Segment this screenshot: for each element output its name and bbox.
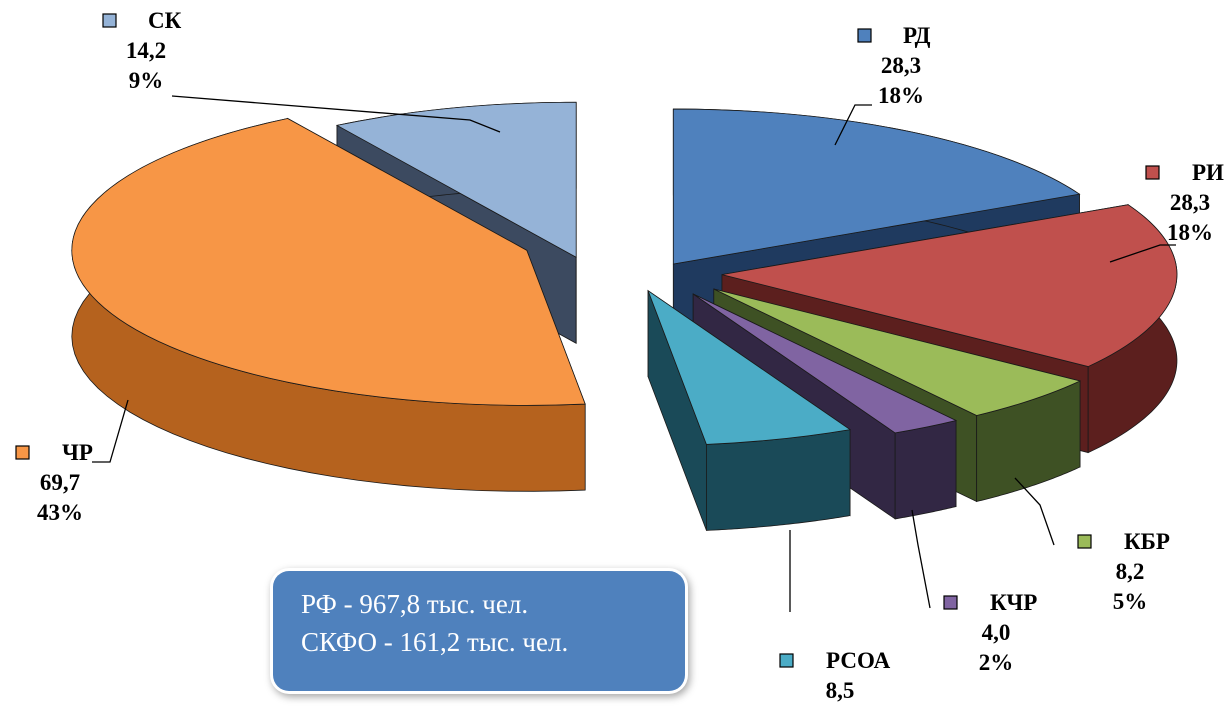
legend-marker-РИ [1145,165,1160,180]
slice-РСОА [647,289,852,531]
label-СК: СК 14,2 9% [102,8,182,93]
legend-marker-СК [102,13,117,28]
slice-value-label: 28,3 [881,53,921,78]
legend-marker-РСОА [779,653,794,668]
slice-value-label: 69,7 [40,470,80,495]
slice-name-label: КБР [1124,529,1170,554]
slice-percent-label: 18% [878,83,924,108]
slice-value-label: 28,3 [1170,190,1210,215]
leader-line-КБР [1014,477,1055,546]
label-ЧР: ЧР 69,7 43% [15,440,93,525]
legend-marker-ЧР [15,445,30,460]
slice-name-label: СК [148,8,182,33]
leader-line-ЧР [92,399,129,463]
note-line-skfo: СКФО - 161,2 тыс. чел. [301,627,569,657]
slice-ЧР [71,117,586,492]
leader-line-РД [834,104,872,146]
label-РД: РД 28,3 18% [857,23,931,108]
population-note-box: РФ - 967,8 тыс. чел. СКФО - 161,2 тыс. ч… [273,571,685,691]
slice-percent-label: 5% [1113,589,1148,614]
slice-percent-label: 18% [1167,220,1213,245]
slice-value-label: 4,0 [982,620,1011,645]
slice-top-ЧР [71,118,586,406]
slice-value-label: 8,5 [826,678,855,703]
label-КБР: КБР 8,2 5% [1077,529,1170,614]
label-РИ: РИ 28,3 18% [1145,160,1224,245]
slice-labels: РД 28,3 18% РИ 28,3 18% КБР 8,2 5% КЧР 4,0 2% РСОА 8,… [15,8,1224,703]
label-КЧР: КЧР 4,0 2% [943,590,1037,675]
slice-percent-label: 9% [129,68,164,93]
legend-marker-КБР [1077,534,1092,549]
legend-marker-РД [857,28,872,43]
leader-line-КЧР [911,509,931,609]
leader-line-РИ [1109,244,1176,263]
slice-name-label: ЧР [62,440,93,465]
slice-rim-КЧР [894,420,957,520]
slice-top-РД [672,108,1081,265]
slice-rim-РСОА [706,429,851,531]
slice-top-КБР [713,288,1082,416]
slice-top-СК [335,101,577,258]
note-line-rf: РФ - 967,8 тыс. чел. [301,589,529,619]
slice-name-label: РСОА [826,648,891,673]
slice-name-label: РИ [1192,160,1224,185]
slice-percent-label: 43% [37,500,83,525]
slice-top-РИ [721,204,1178,367]
slice-value-label: 14,2 [126,38,166,63]
pie-slices [71,101,1178,531]
slice-top-РСОА [647,289,852,445]
slice-top-КЧР [692,293,958,434]
slice-name-label: РД [903,23,931,48]
slice-name-label: КЧР [990,590,1037,615]
leader-lines [92,95,1176,612]
slice-percent-label: 2% [979,650,1014,675]
leader-line-СК [171,95,501,133]
legend-marker-КЧР [943,595,958,610]
slice-value-label: 8,2 [1116,559,1145,584]
